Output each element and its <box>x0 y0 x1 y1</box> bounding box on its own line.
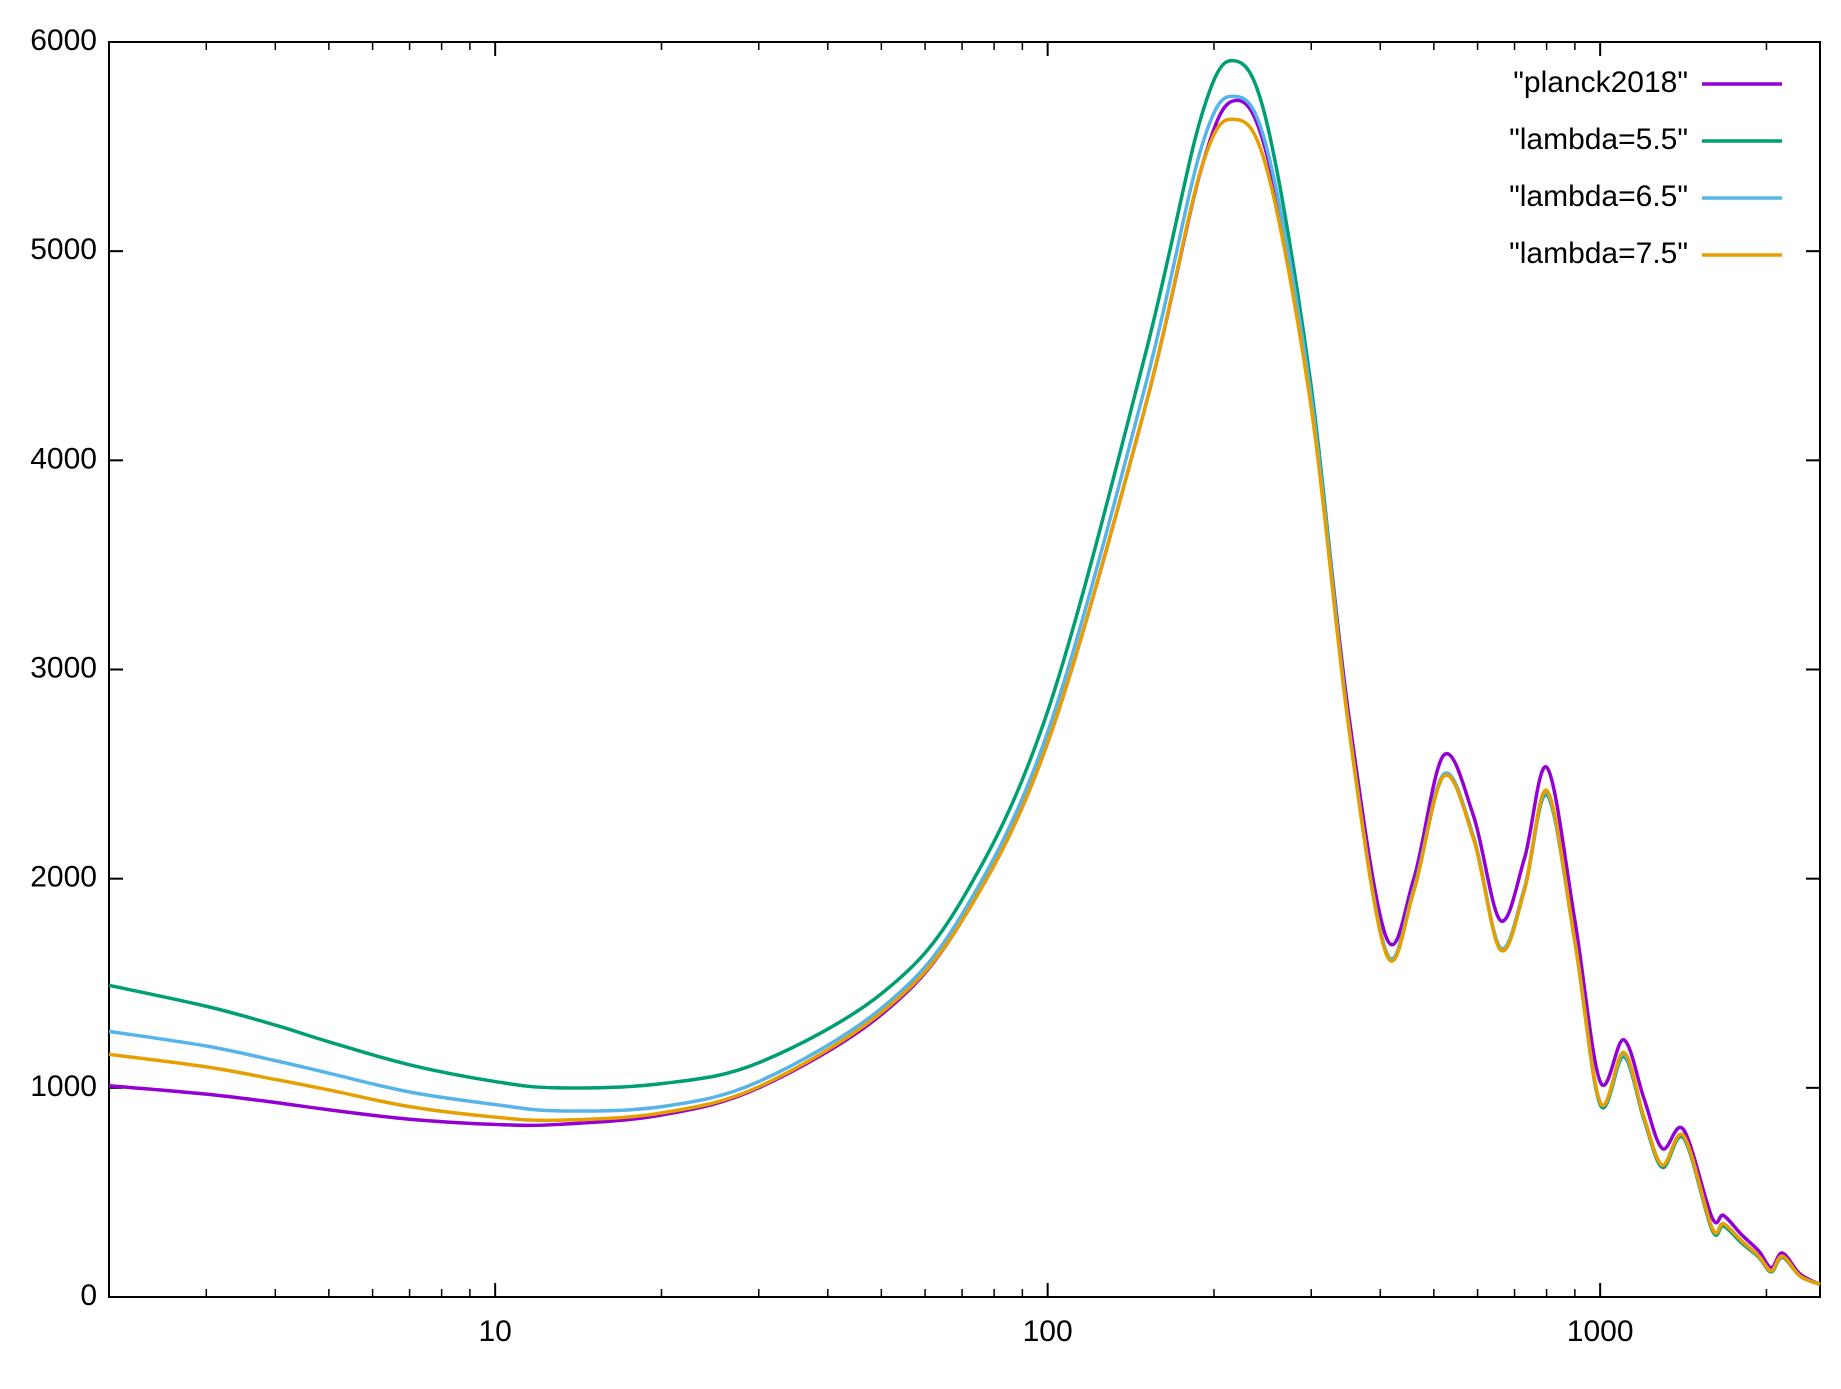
series-line <box>108 98 1821 1287</box>
series-line <box>108 117 1821 1287</box>
legend-label: "lambda=6.5" <box>1509 180 1688 213</box>
x-tick-label: 1000 <box>1567 1315 1634 1348</box>
y-tick-label: 4000 <box>30 442 97 475</box>
y-tick-label: 6000 <box>30 24 97 57</box>
y-tick-label: 2000 <box>30 861 97 894</box>
plot-frame <box>108 41 1821 1298</box>
y-tick-label: 0 <box>80 1279 97 1312</box>
y-tick-label: 5000 <box>30 233 97 266</box>
y-tick-label: 3000 <box>30 651 97 684</box>
legend-label: "lambda=5.5" <box>1509 123 1688 156</box>
legend-label: "lambda=7.5" <box>1509 237 1688 270</box>
y-tick-label: 1000 <box>30 1070 97 1103</box>
x-tick-label: 100 <box>1023 1315 1073 1348</box>
x-tick-label: 10 <box>478 1315 511 1348</box>
legend-label: "planck2018" <box>1513 66 1688 99</box>
series-line <box>108 94 1821 1287</box>
